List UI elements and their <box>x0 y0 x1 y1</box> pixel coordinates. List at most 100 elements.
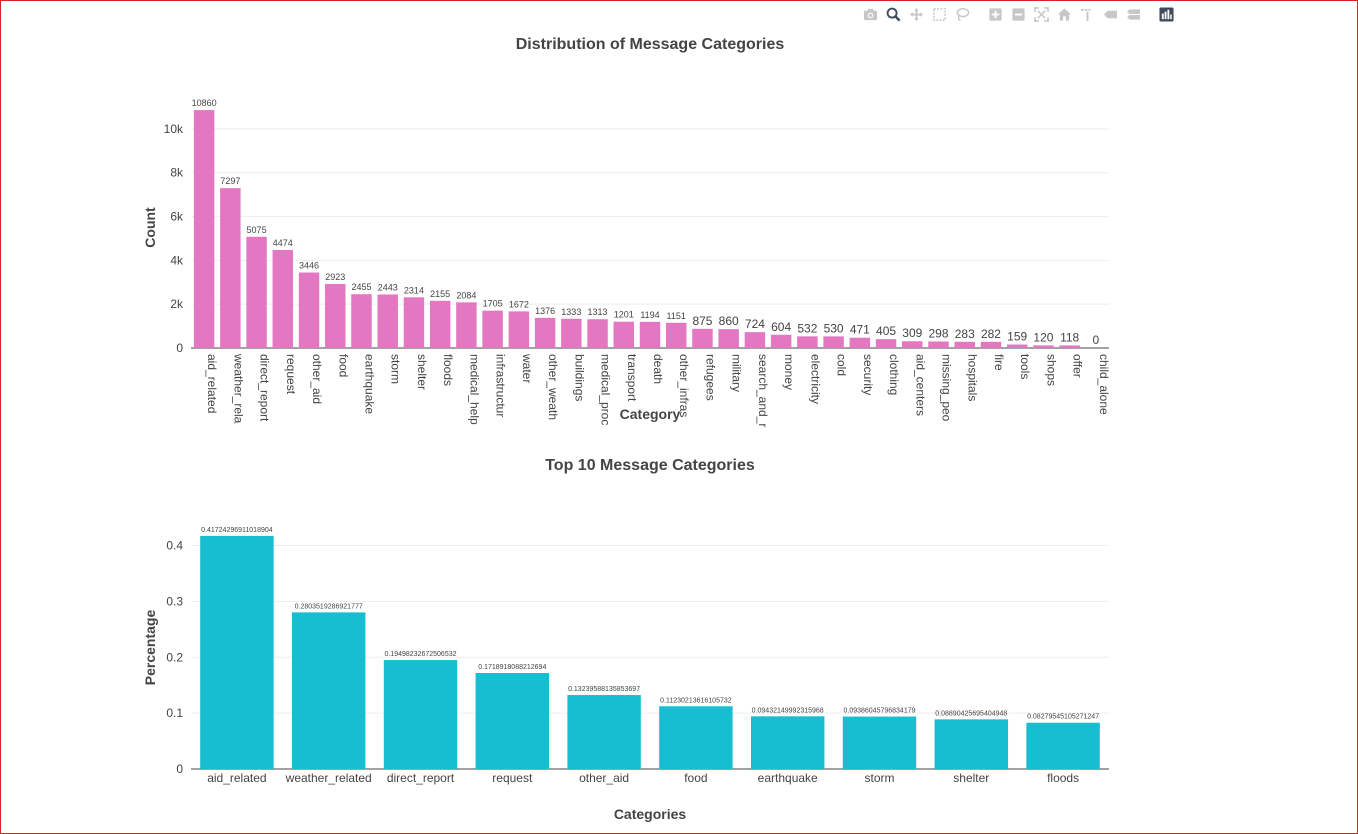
x-tick-label: security <box>861 354 875 395</box>
bar-value-label: 2314 <box>404 285 424 295</box>
bar[interactable] <box>665 322 687 348</box>
bar[interactable] <box>534 317 556 348</box>
x-tick-label: child_alone <box>1097 354 1111 415</box>
bar[interactable] <box>718 329 739 348</box>
x-tick-label: tools <box>1018 354 1032 379</box>
zoom-in-icon[interactable] <box>986 5 1005 24</box>
bar[interactable] <box>823 336 844 348</box>
bar[interactable] <box>770 334 792 348</box>
bar[interactable] <box>429 300 451 348</box>
bar-value-label: 3446 <box>299 261 319 271</box>
spike-lines-icon[interactable] <box>1078 5 1097 24</box>
bar[interactable] <box>902 341 923 348</box>
bar-value-label: 1194 <box>640 310 659 320</box>
box-select-icon[interactable] <box>930 5 949 24</box>
bar-value-label: 0.13239588135853697 <box>568 686 640 693</box>
bar[interactable] <box>220 188 241 348</box>
bar[interactable] <box>377 294 398 348</box>
bar[interactable] <box>298 272 320 348</box>
y-tick-label: 0 <box>176 762 183 776</box>
bar[interactable] <box>849 337 871 348</box>
bar[interactable] <box>403 297 425 348</box>
bar-value-label: 0.19498232672506532 <box>384 651 456 658</box>
y-tick-label: 10k <box>164 122 184 136</box>
bar[interactable] <box>797 336 818 348</box>
bar-value-label: 2155 <box>430 289 450 299</box>
plotly-logo-icon[interactable] <box>1157 5 1176 24</box>
bar-value-label: 2084 <box>456 290 476 300</box>
x-tick-label: floods <box>441 354 455 386</box>
pan-icon[interactable] <box>907 5 926 24</box>
bar-value-label: 0.1718918088212694 <box>478 664 546 671</box>
x-tick-label: earthquake <box>758 771 818 785</box>
bar-value-label: 530 <box>824 321 844 335</box>
bar-value-label: 298 <box>928 326 948 340</box>
bar-value-label: 0.11230213616105732 <box>660 697 732 704</box>
bar[interactable] <box>1059 345 1080 348</box>
bar-value-label: 1376 <box>535 306 555 316</box>
reset-axes-icon[interactable] <box>1055 5 1074 24</box>
bar-value-label: 1313 <box>588 307 608 317</box>
bar[interactable] <box>954 341 975 348</box>
x-tick-label: missing_peo <box>940 354 954 422</box>
bar-value-label: 860 <box>719 314 739 328</box>
bar[interactable] <box>1026 722 1100 769</box>
x-tick-label: other_aid <box>310 354 324 404</box>
bar-value-label: 309 <box>902 326 922 340</box>
bar[interactable] <box>928 341 949 348</box>
bar[interactable] <box>744 332 766 348</box>
bar[interactable] <box>1006 344 1028 348</box>
bar-value-label: 1201 <box>614 310 634 320</box>
bar[interactable] <box>193 110 215 348</box>
bar[interactable] <box>613 321 635 348</box>
x-tick-label: direct_report <box>387 771 455 785</box>
bar[interactable] <box>692 328 713 348</box>
bar[interactable] <box>508 311 530 348</box>
x-tick-label: shelter <box>415 354 429 390</box>
bar[interactable] <box>561 318 582 348</box>
x-tick-label: floods <box>1047 771 1079 785</box>
x-tick-label: medical_help <box>467 354 481 425</box>
bar[interactable] <box>750 716 825 769</box>
bar[interactable] <box>383 660 458 769</box>
bar[interactable] <box>272 249 294 348</box>
bar[interactable] <box>639 321 661 348</box>
bar[interactable] <box>351 294 372 348</box>
bar[interactable] <box>980 341 1002 348</box>
x-tick-label: storm <box>865 771 895 785</box>
bar[interactable] <box>291 612 366 769</box>
autoscale-icon[interactable] <box>1032 5 1051 24</box>
x-axis-label: Category <box>620 406 681 422</box>
hover-closest-icon[interactable] <box>1101 5 1120 24</box>
x-tick-label: aid_related <box>205 354 219 413</box>
bar[interactable] <box>456 302 477 348</box>
x-tick-label: weather_rela <box>231 353 245 424</box>
bar[interactable] <box>587 319 608 348</box>
bar-value-label: 724 <box>745 317 765 331</box>
x-tick-label: cold <box>835 354 849 376</box>
bar-value-label: 4474 <box>273 238 293 248</box>
bar[interactable] <box>475 672 550 769</box>
bar[interactable] <box>246 236 267 348</box>
lasso-select-icon[interactable] <box>953 5 972 24</box>
bar[interactable] <box>1033 345 1054 348</box>
bar[interactable] <box>875 339 897 348</box>
x-tick-label: offer <box>1071 354 1085 378</box>
bar[interactable] <box>567 695 641 769</box>
zoom-icon[interactable] <box>884 5 903 24</box>
bar[interactable] <box>934 719 1009 769</box>
bar[interactable] <box>482 310 503 348</box>
camera-icon[interactable] <box>861 5 880 24</box>
hover-compare-icon[interactable] <box>1124 5 1143 24</box>
bar[interactable] <box>200 535 274 769</box>
x-tick-label: shops <box>1044 354 1058 386</box>
bar[interactable] <box>842 716 917 769</box>
bar[interactable] <box>325 283 346 348</box>
zoom-out-icon[interactable] <box>1009 5 1028 24</box>
bar-value-label: 5075 <box>247 225 267 235</box>
chart-modebar <box>861 4 1176 24</box>
x-tick-label: aid_centers <box>913 354 927 416</box>
bar-value-label: 0.41724296911018904 <box>201 527 273 534</box>
bar[interactable] <box>659 706 733 769</box>
